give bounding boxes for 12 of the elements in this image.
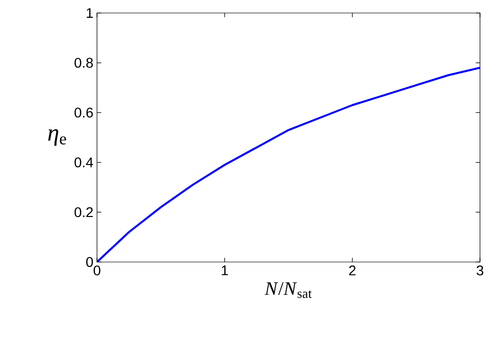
x-tick-label: 2	[349, 266, 356, 276]
y-tick-label: 1	[86, 8, 93, 18]
x-tick-label: 1	[222, 266, 228, 276]
x-tick-label: 0	[94, 266, 100, 276]
y-tick-label: 0	[86, 257, 93, 267]
y-tick-label: 0.6	[74, 108, 93, 118]
y-tick-label: 0.2	[74, 207, 93, 218]
y-tick-label: 0.4	[74, 157, 94, 168]
x-axis-title: N/N$_{sat}$	[264, 282, 312, 298]
y-tick-label: 0.8	[74, 58, 93, 68]
x-tick-label: 3	[476, 266, 484, 276]
y-axis-title: η$_{e}$	[48, 129, 66, 146]
